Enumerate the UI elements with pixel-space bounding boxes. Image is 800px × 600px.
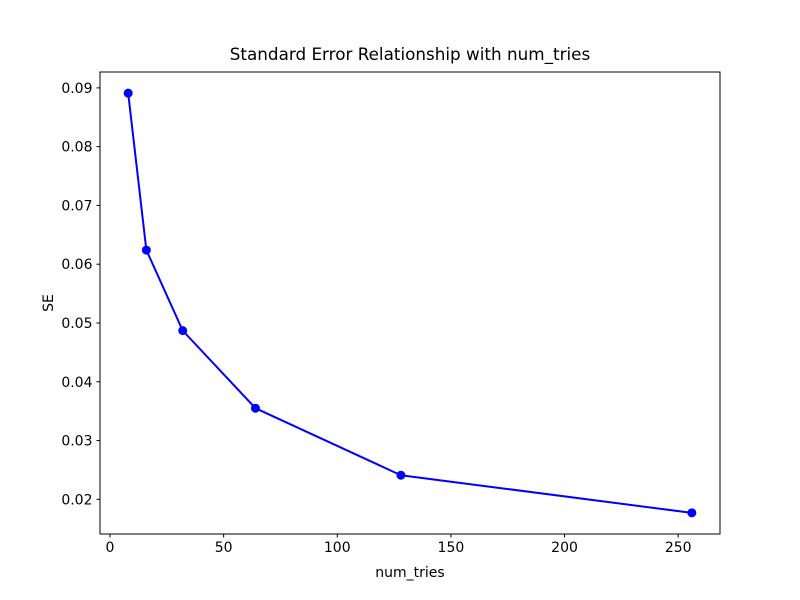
y-tick-label: 0.08 <box>61 140 92 156</box>
x-tick-label: 50 <box>215 540 233 556</box>
chart-title: Standard Error Relationship with num_tri… <box>230 44 590 65</box>
y-tick-label: 0.09 <box>61 81 92 97</box>
data-point-marker <box>250 403 260 413</box>
y-tick-label: 0.02 <box>61 492 92 508</box>
x-axis-label: num_tries <box>375 565 444 581</box>
data-point-marker <box>178 326 188 336</box>
y-tick-label: 0.03 <box>61 434 92 450</box>
x-tick-label: 100 <box>324 540 351 556</box>
plot-area: 0 50 100 150 200 250 0.02 0.03 0.04 0.05 0.06 0.07 0… <box>61 71 721 556</box>
x-tick-label: 200 <box>551 540 578 556</box>
data-point-marker <box>123 88 133 98</box>
data-point-marker <box>687 508 697 518</box>
data-point-marker <box>396 470 406 480</box>
y-tick-label: 0.07 <box>61 198 92 214</box>
y-axis-label: SE <box>41 294 57 312</box>
y-tick-label: 0.04 <box>61 375 92 391</box>
data-point-marker <box>141 245 151 255</box>
x-tick-label: 150 <box>438 540 465 556</box>
y-tick-label: 0.06 <box>61 257 92 273</box>
x-tick-label: 0 <box>106 540 115 556</box>
plot-background <box>100 72 720 534</box>
x-tick-label: 250 <box>665 540 692 556</box>
y-tick-label: 0.05 <box>61 316 92 332</box>
series-line <box>127 92 693 514</box>
axes-frame <box>99 71 721 535</box>
